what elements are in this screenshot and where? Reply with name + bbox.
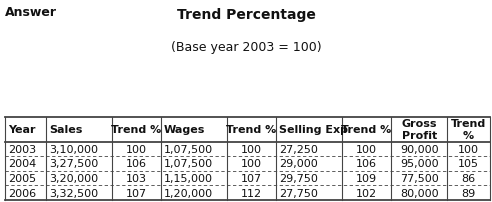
Text: 1,07,500: 1,07,500 <box>164 159 214 169</box>
Text: 106: 106 <box>356 159 377 169</box>
Text: 80,000: 80,000 <box>400 188 438 198</box>
Text: 95,000: 95,000 <box>400 159 438 169</box>
Text: 2006: 2006 <box>8 188 36 198</box>
Text: 29,750: 29,750 <box>279 173 318 183</box>
Text: Trend %: Trend % <box>111 125 161 135</box>
Text: 89: 89 <box>461 188 475 198</box>
Text: Wages: Wages <box>164 125 206 135</box>
Text: 109: 109 <box>356 173 377 183</box>
Text: 3,27,500: 3,27,500 <box>49 159 98 169</box>
Text: Gross
Profit: Gross Profit <box>401 119 437 140</box>
Text: 3,10,000: 3,10,000 <box>49 144 98 154</box>
Text: 100: 100 <box>241 159 262 169</box>
Text: 2005: 2005 <box>8 173 36 183</box>
Text: 27,750: 27,750 <box>279 188 318 198</box>
Text: Trend %: Trend % <box>226 125 277 135</box>
Text: 100: 100 <box>458 144 479 154</box>
Text: Year: Year <box>8 125 35 135</box>
Text: 103: 103 <box>126 173 147 183</box>
Text: 105: 105 <box>458 159 479 169</box>
Text: 102: 102 <box>356 188 377 198</box>
Text: (Base year 2003 = 100): (Base year 2003 = 100) <box>171 40 321 53</box>
Text: 90,000: 90,000 <box>400 144 438 154</box>
Text: 27,250: 27,250 <box>279 144 318 154</box>
Text: 2004: 2004 <box>8 159 36 169</box>
Text: Trend Percentage: Trend Percentage <box>177 8 315 22</box>
Text: 86: 86 <box>461 173 475 183</box>
Text: Trend
%: Trend % <box>451 119 486 140</box>
Text: 100: 100 <box>126 144 147 154</box>
Text: 100: 100 <box>241 144 262 154</box>
Text: 3,20,000: 3,20,000 <box>49 173 98 183</box>
Text: 107: 107 <box>126 188 147 198</box>
Text: 3,32,500: 3,32,500 <box>49 188 98 198</box>
Text: Answer: Answer <box>5 6 57 19</box>
Text: 1,07,500: 1,07,500 <box>164 144 214 154</box>
Text: 112: 112 <box>241 188 262 198</box>
Text: 2003: 2003 <box>8 144 36 154</box>
Text: Sales: Sales <box>49 125 83 135</box>
Text: Selling Exp: Selling Exp <box>279 125 348 135</box>
Text: 77,500: 77,500 <box>400 173 439 183</box>
Text: 1,20,000: 1,20,000 <box>164 188 214 198</box>
Text: 1,15,000: 1,15,000 <box>164 173 213 183</box>
Text: 29,000: 29,000 <box>279 159 318 169</box>
Text: 106: 106 <box>126 159 147 169</box>
Text: 107: 107 <box>241 173 262 183</box>
Text: Trend %: Trend % <box>341 125 392 135</box>
Text: 100: 100 <box>356 144 377 154</box>
